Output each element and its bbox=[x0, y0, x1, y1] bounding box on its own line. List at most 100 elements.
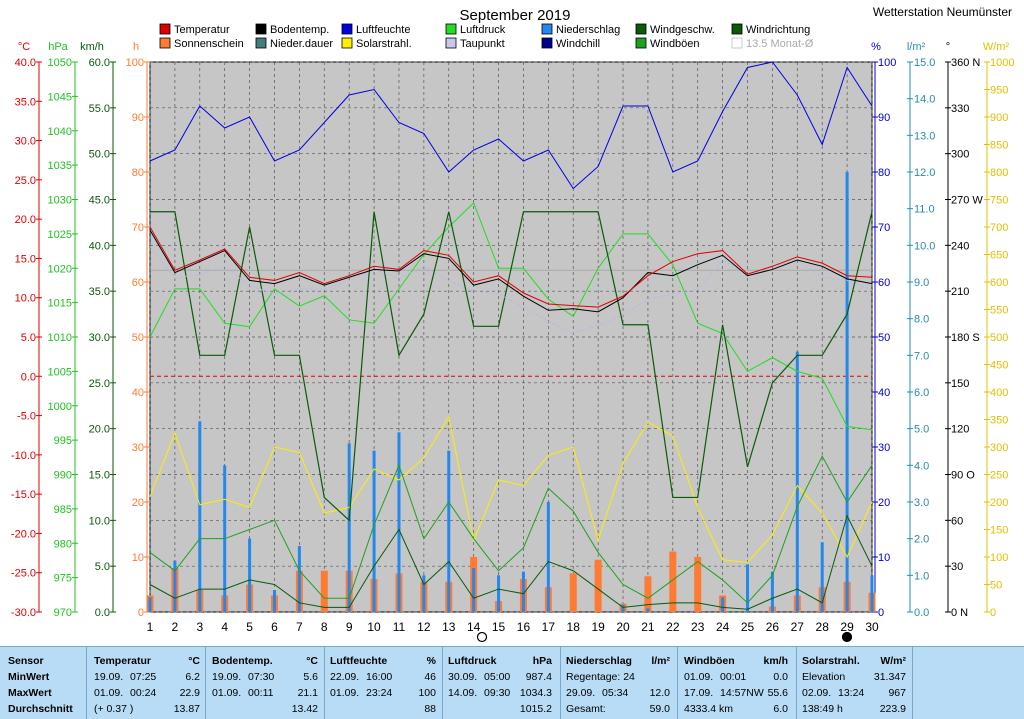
gust-line bbox=[149, 455, 873, 604]
tick-label: 80 bbox=[132, 167, 144, 179]
tick-label: 11.0 bbox=[914, 204, 935, 216]
tick-label: -30.0 bbox=[11, 607, 36, 619]
tick-label: 35.0 bbox=[89, 286, 110, 298]
tick-label: 50.0 bbox=[89, 149, 110, 161]
column-title: Windböen bbox=[684, 655, 735, 667]
wind-direction-line bbox=[150, 211, 873, 522]
max-value: 12.0 bbox=[649, 687, 670, 699]
x-tick-label: 20 bbox=[616, 620, 630, 634]
new-moon-icon bbox=[476, 631, 488, 643]
tick-label: -25.0 bbox=[11, 568, 36, 580]
series-lines bbox=[149, 61, 873, 610]
max-value: 967 bbox=[888, 687, 906, 699]
rain-bar bbox=[845, 172, 849, 612]
tick-label: 20 bbox=[878, 497, 890, 509]
axes: °C40.035.030.025.020.015.010.05.00.0-5.0… bbox=[11, 41, 1015, 634]
x-tick-label: 10 bbox=[367, 620, 381, 634]
tick-label: 750 bbox=[990, 195, 1008, 207]
max-value: 55.6 bbox=[767, 687, 788, 699]
tick-label: 0 N bbox=[951, 607, 968, 619]
sunshine-bar bbox=[569, 573, 577, 612]
x-tick-label: 28 bbox=[816, 620, 830, 634]
solar-line bbox=[149, 415, 873, 564]
tick-label: 450 bbox=[990, 360, 1008, 372]
max-time: 13:24 bbox=[838, 687, 865, 699]
tick-label: 300 bbox=[951, 149, 969, 161]
axis-unit: hPa bbox=[48, 41, 68, 53]
x-tick-label: 15 bbox=[492, 620, 506, 634]
legend-label: Solarstrahl. bbox=[356, 38, 412, 50]
max-value: 1034.3 bbox=[519, 687, 552, 699]
tick-label: 40 bbox=[132, 387, 144, 399]
column-title: Bodentemp. bbox=[212, 655, 273, 667]
bars bbox=[146, 172, 876, 612]
axis-unit: km/h bbox=[80, 41, 104, 53]
tick-label: 100 bbox=[126, 57, 144, 69]
column-title: Temperatur bbox=[94, 655, 151, 667]
tick-label: 1040 bbox=[48, 126, 72, 138]
x-tick-label: 1 bbox=[147, 620, 154, 634]
max-date: 01.09. bbox=[212, 687, 242, 699]
column-unit: °C bbox=[188, 655, 200, 667]
tick-label: 20.0 bbox=[89, 424, 110, 436]
tick-label: 1015 bbox=[48, 298, 72, 310]
tick-label: 0 bbox=[990, 607, 996, 619]
tick-label: 50 bbox=[878, 332, 890, 344]
x-tick-label: 21 bbox=[641, 620, 655, 634]
x-tick-label: 26 bbox=[766, 620, 780, 634]
tick-label: 50 bbox=[990, 580, 1002, 592]
min-time: 07:25 bbox=[130, 671, 157, 683]
sunshine-bar bbox=[669, 551, 677, 612]
tick-label: 35.0 bbox=[15, 96, 36, 108]
x-tick-label: 17 bbox=[542, 620, 556, 634]
min-date: 19.09. bbox=[212, 671, 242, 683]
tick-label: 90 bbox=[132, 112, 144, 124]
tick-label: 1000 bbox=[990, 57, 1014, 69]
min-date: Elevation bbox=[802, 671, 846, 683]
statistics-panel: Sensor Temperatur °C Bodentemp. °C Luftfeu… bbox=[0, 646, 1024, 719]
rain-bar bbox=[472, 568, 476, 612]
rain-bar bbox=[521, 571, 525, 612]
tick-label: 70 bbox=[132, 222, 144, 234]
tick-label: 100 bbox=[878, 57, 896, 69]
max-time: 00:11 bbox=[248, 687, 274, 699]
legend-swatch bbox=[731, 23, 743, 35]
tick-label: 900 bbox=[990, 112, 1008, 124]
rain-bar bbox=[770, 571, 774, 612]
legend-swatch bbox=[445, 37, 457, 49]
stats-max-row: MaxWert 01.09. 00:24 22.9 01.09. 00:11 21.1 … bbox=[0, 685, 1024, 701]
tick-label: 5.0 bbox=[95, 561, 110, 573]
tick-label: 50 bbox=[132, 332, 144, 344]
tick-label: 150 bbox=[951, 378, 969, 390]
tick-label: 30 bbox=[132, 442, 144, 454]
x-tick-label: 3 bbox=[196, 620, 203, 634]
tick-label: 700 bbox=[990, 222, 1008, 234]
legend-label: Taupunkt bbox=[460, 38, 505, 50]
min-date: 01.09. bbox=[684, 671, 714, 683]
avg-value: 88 bbox=[424, 703, 436, 715]
tick-label: 240 bbox=[951, 240, 969, 252]
tick-label: 990 bbox=[54, 470, 72, 482]
tick-label: 350 bbox=[990, 415, 1008, 427]
rain-bar bbox=[372, 450, 376, 612]
tick-label: 1005 bbox=[48, 366, 72, 378]
tick-label: -15.0 bbox=[11, 489, 36, 501]
divider bbox=[912, 647, 913, 719]
rain-bar bbox=[546, 502, 550, 612]
tick-label: 1045 bbox=[48, 91, 72, 103]
tick-label: -5.0 bbox=[17, 411, 36, 423]
x-tick-label: 18 bbox=[567, 620, 581, 634]
tick-label: 270 W bbox=[951, 195, 983, 207]
legend-label: Luftdruck bbox=[460, 24, 506, 36]
tick-label: 1020 bbox=[48, 263, 72, 275]
sunshine-bar bbox=[694, 557, 702, 612]
column-unit: W/m² bbox=[880, 655, 906, 667]
divider bbox=[796, 647, 797, 719]
min-value: 987.4 bbox=[525, 671, 552, 683]
tick-label: 120 bbox=[951, 424, 969, 436]
station-name: Wetterstation Neumünster bbox=[873, 5, 1012, 19]
row-label: Sensor bbox=[8, 655, 44, 667]
stats-header-row: Sensor Temperatur °C Bodentemp. °C Luftfeu… bbox=[0, 653, 1024, 669]
rain-bar bbox=[198, 421, 202, 612]
tick-label: 995 bbox=[54, 435, 72, 447]
